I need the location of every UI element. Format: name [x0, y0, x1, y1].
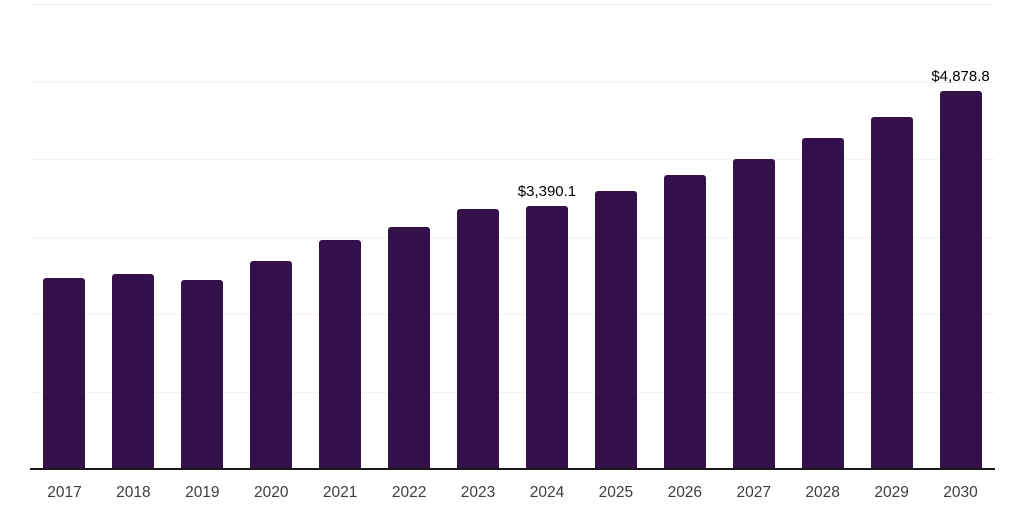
x-tick-label: 2018: [116, 484, 151, 501]
x-tick-label: 2029: [874, 484, 909, 501]
gridline: [30, 159, 995, 160]
x-tick-label: 2026: [667, 484, 703, 501]
bar: [526, 206, 568, 469]
x-tick-label: 2020: [254, 484, 289, 501]
gridline: [30, 392, 995, 393]
x-tick-label: 2027: [736, 484, 771, 501]
bar: [733, 159, 775, 469]
x-tick-label: 2030: [943, 484, 978, 501]
bar: [457, 209, 499, 469]
bar-value-label: $4,878.8: [931, 68, 990, 85]
x-tick-label: 2019: [185, 484, 220, 501]
gridline: [30, 314, 995, 315]
bar: [595, 191, 637, 469]
bar: [802, 138, 844, 469]
bar: [664, 175, 706, 470]
gridline: [30, 82, 995, 83]
x-tick-label: 2021: [322, 484, 358, 501]
bar: [43, 278, 85, 469]
bar: [871, 117, 913, 469]
bar: [319, 240, 361, 469]
gridline: [30, 237, 995, 238]
bar: [940, 91, 982, 469]
x-tick-label: 2028: [805, 484, 840, 501]
x-axis-line: [30, 468, 995, 470]
x-tick-label: 2024: [529, 484, 565, 501]
bar-value-label: $3,390.1: [517, 183, 577, 200]
bar: [250, 261, 292, 469]
x-tick-label: 2017: [47, 484, 82, 501]
bar: [388, 227, 430, 469]
x-tick-label: 2022: [391, 484, 427, 501]
gridline: [30, 4, 995, 5]
x-tick-label: 2023: [460, 484, 496, 501]
x-tick-label: 2025: [598, 484, 634, 501]
bar: [181, 280, 223, 469]
bar: [112, 274, 154, 469]
